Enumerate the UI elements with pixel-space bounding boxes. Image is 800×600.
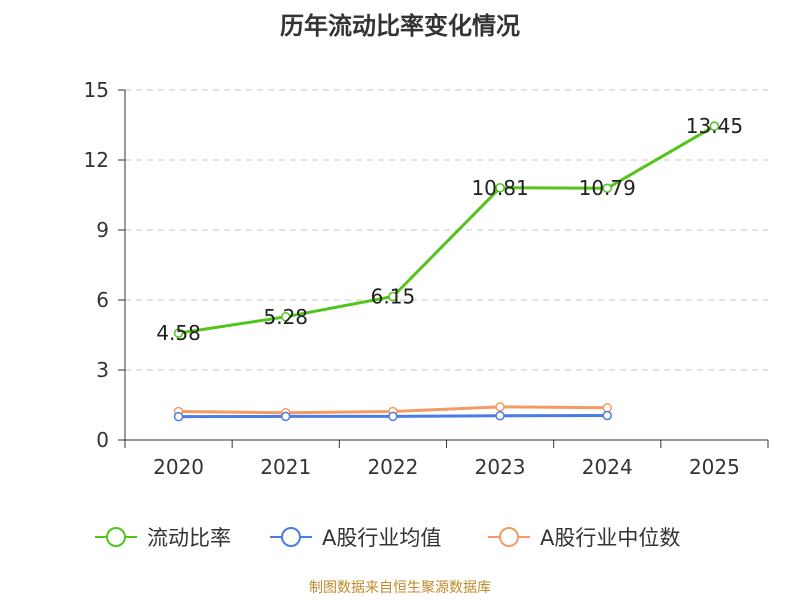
y-tick-label: 3 — [96, 358, 109, 382]
x-tick-label: 2024 — [582, 455, 633, 479]
legend: 流动比率 A股行业均值 A股行业中位数 — [95, 526, 680, 550]
data-point — [388, 291, 398, 302]
series-line — [178, 124, 716, 335]
data-point — [495, 410, 505, 421]
data-point — [709, 121, 720, 131]
data-labels: 4.58 5.28 6.15 10.81 10.79 13.45 — [156, 114, 743, 345]
legend-label: A股行业均值 — [322, 526, 441, 550]
source-note: 制图数据来自恒生聚源数据库 — [309, 580, 491, 596]
data-label: 10.79 — [579, 176, 636, 200]
legend-marker-icon — [106, 527, 126, 547]
legend-label: A股行业中位数 — [540, 526, 680, 550]
legend-marker-icon — [499, 527, 519, 547]
grid-lines — [125, 89, 768, 371]
axes: 0 3 6 9 12 15 2020 2021 2022 2023 2024 2025 — [84, 78, 769, 479]
chart-title: 历年流动比率变化情况 — [280, 12, 520, 40]
data-label: 5.28 — [263, 305, 308, 329]
data-point — [173, 328, 184, 338]
data-label: 4.58 — [156, 321, 201, 345]
data-point — [281, 312, 291, 322]
series-lines — [173, 121, 720, 422]
data-point — [495, 183, 505, 193]
y-tick-label: 15 — [84, 78, 109, 102]
x-tick-label: 2023 — [475, 455, 526, 479]
data-point — [495, 402, 505, 412]
data-label: 6.15 — [371, 285, 416, 309]
data-label: 13.45 — [686, 114, 743, 138]
y-tick-label: 12 — [84, 148, 109, 172]
x-tick-label: 2021 — [260, 455, 311, 479]
data-point — [281, 411, 291, 422]
data-point — [602, 183, 612, 193]
y-tick-label: 6 — [96, 288, 109, 312]
data-label: 10.81 — [471, 176, 528, 200]
data-point — [602, 410, 612, 421]
legend-label: 流动比率 — [147, 526, 231, 550]
x-tick-label: 2022 — [367, 455, 418, 479]
y-tick-label: 9 — [96, 218, 109, 242]
data-point — [602, 403, 612, 413]
data-point — [173, 411, 184, 422]
data-point — [388, 411, 398, 422]
legend-marker-icon — [281, 527, 301, 547]
x-tick-label: 2025 — [689, 455, 740, 479]
y-tick-label: 0 — [96, 428, 109, 452]
x-tick-label: 2020 — [153, 455, 204, 479]
